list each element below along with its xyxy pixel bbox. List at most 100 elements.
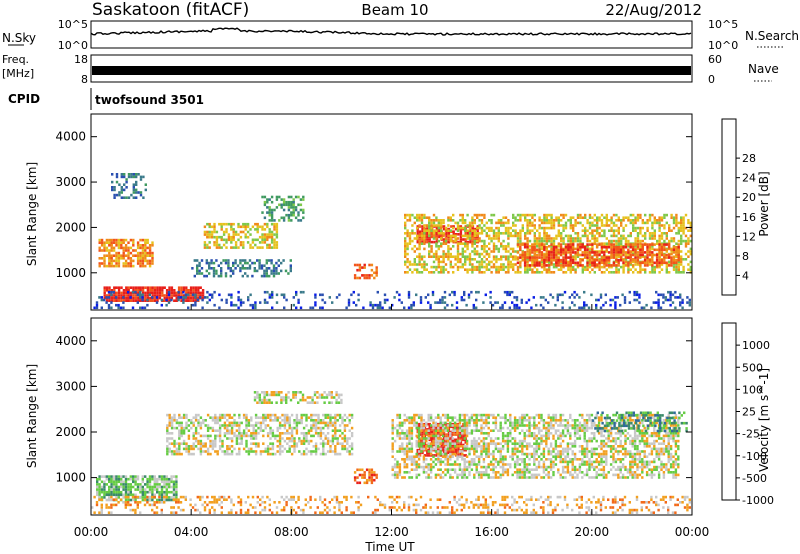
data-cell bbox=[538, 232, 541, 235]
data-cell bbox=[120, 286, 123, 289]
data-cell bbox=[567, 256, 570, 259]
data-cell bbox=[295, 421, 299, 425]
data-cell bbox=[151, 488, 154, 491]
data-cell bbox=[256, 391, 259, 394]
data-cell bbox=[634, 268, 637, 271]
data-cell bbox=[262, 442, 265, 445]
data-cell bbox=[153, 488, 156, 491]
data-cell bbox=[256, 228, 259, 231]
data-cell bbox=[569, 251, 572, 254]
data-cell bbox=[411, 224, 414, 227]
data-cell bbox=[619, 248, 623, 252]
data-cell bbox=[108, 262, 111, 265]
data-cell bbox=[283, 296, 286, 299]
data-cell bbox=[512, 247, 515, 251]
data-cell bbox=[603, 234, 606, 238]
data-cell bbox=[543, 245, 546, 249]
data-cell bbox=[442, 250, 445, 253]
data-cell bbox=[192, 416, 195, 419]
data-cell bbox=[129, 493, 132, 497]
data-cell bbox=[660, 268, 664, 271]
data-cell bbox=[620, 224, 623, 227]
data-cell bbox=[108, 480, 111, 484]
data-cell bbox=[600, 221, 604, 225]
data-cell bbox=[459, 441, 463, 444]
data-cell bbox=[536, 239, 539, 243]
data-cell bbox=[314, 445, 318, 448]
data-cell bbox=[115, 262, 118, 265]
data-cell bbox=[170, 498, 173, 502]
data-cell bbox=[682, 221, 685, 225]
data-cell bbox=[167, 301, 171, 304]
data-cell bbox=[413, 232, 416, 235]
data-cell bbox=[567, 251, 570, 254]
data-cell bbox=[620, 237, 623, 240]
data-cell bbox=[281, 419, 284, 422]
data-cell bbox=[545, 245, 548, 249]
data-cell bbox=[129, 498, 132, 502]
data-cell bbox=[435, 216, 438, 219]
data-cell bbox=[262, 434, 265, 438]
data-cell bbox=[584, 234, 587, 238]
data-cell bbox=[617, 264, 620, 267]
data-cell bbox=[471, 250, 474, 253]
data-cell bbox=[286, 450, 289, 453]
data-cell bbox=[632, 260, 635, 264]
data-cell bbox=[437, 258, 440, 261]
power-ylabel: Slant Range [km] bbox=[25, 162, 39, 266]
data-cell bbox=[524, 234, 527, 238]
data-cell bbox=[357, 293, 360, 297]
data-cell bbox=[258, 241, 262, 244]
data-cell bbox=[408, 447, 411, 451]
data-cell bbox=[149, 296, 152, 300]
data-cell bbox=[596, 229, 599, 232]
data-cell bbox=[239, 225, 243, 229]
data-cell bbox=[455, 306, 459, 310]
data-cell bbox=[504, 265, 508, 269]
data-cell bbox=[168, 442, 171, 445]
data-cell bbox=[205, 259, 208, 262]
data-cell bbox=[447, 224, 450, 227]
data-cell bbox=[489, 296, 492, 299]
data-cell bbox=[170, 426, 174, 430]
data-cell bbox=[290, 432, 294, 435]
data-cell bbox=[427, 463, 430, 466]
data-cell bbox=[253, 269, 256, 273]
data-cell bbox=[508, 290, 511, 294]
data-cell bbox=[579, 245, 582, 249]
data-cell bbox=[268, 393, 271, 397]
data-cell bbox=[357, 298, 360, 302]
data-cell bbox=[641, 234, 644, 238]
data-cell bbox=[485, 234, 488, 238]
data-cell bbox=[605, 242, 608, 245]
data-cell bbox=[429, 452, 433, 456]
data-cell bbox=[615, 271, 618, 274]
data-cell bbox=[166, 413, 169, 417]
data-cell bbox=[636, 261, 640, 265]
data-cell bbox=[322, 445, 325, 448]
data-cell bbox=[603, 265, 606, 269]
data-cell bbox=[173, 289, 176, 292]
data-cell bbox=[689, 265, 692, 269]
data-cell bbox=[655, 264, 659, 267]
data-cell bbox=[543, 256, 546, 259]
data-cell bbox=[447, 219, 450, 222]
data-cell bbox=[124, 490, 128, 494]
data-cell bbox=[410, 429, 414, 432]
data-cell bbox=[492, 255, 496, 258]
data-cell bbox=[299, 290, 303, 294]
data-cell bbox=[277, 272, 280, 275]
data-cell bbox=[212, 272, 216, 275]
data-cell bbox=[93, 306, 96, 310]
data-cell bbox=[593, 258, 596, 262]
data-cell bbox=[442, 225, 446, 228]
data-cell bbox=[251, 274, 254, 278]
data-cell bbox=[469, 240, 472, 244]
data-cell bbox=[555, 265, 558, 269]
data-cell bbox=[259, 426, 263, 430]
data-cell bbox=[264, 413, 267, 417]
data-cell bbox=[108, 238, 111, 242]
data-cell bbox=[211, 426, 215, 430]
data-cell bbox=[464, 240, 467, 244]
data-cell bbox=[413, 458, 416, 461]
